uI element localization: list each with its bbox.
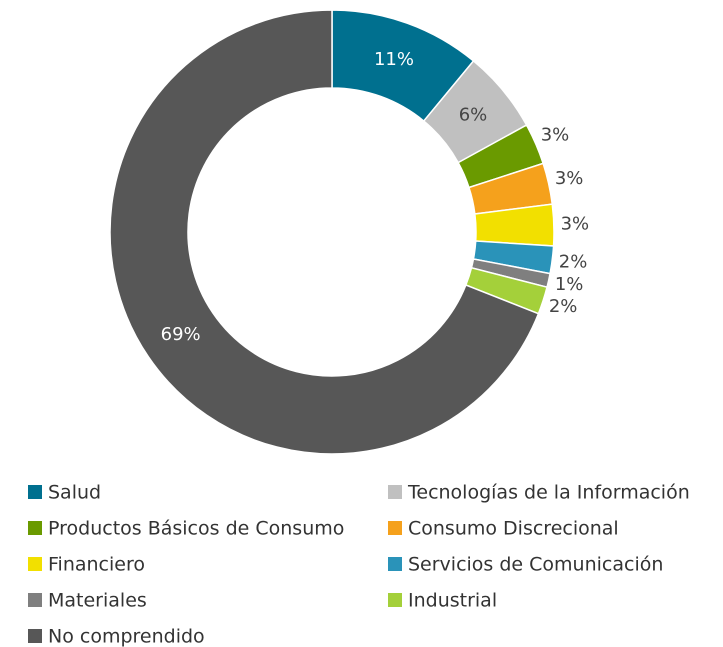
data-label: 2% bbox=[549, 296, 578, 317]
legend-swatch bbox=[28, 557, 42, 571]
data-label: 3% bbox=[541, 124, 570, 145]
data-label: 11% bbox=[374, 49, 414, 70]
legend-swatch bbox=[28, 629, 42, 643]
slice bbox=[109, 9, 540, 455]
data-label: 69% bbox=[161, 324, 201, 345]
legend-label: Productos Básicos de Consumo bbox=[48, 518, 344, 540]
data-label: 2% bbox=[559, 251, 588, 272]
data-label: 3% bbox=[555, 168, 584, 189]
data-label: 6% bbox=[459, 104, 488, 125]
legend-swatch bbox=[388, 485, 402, 499]
legend-swatch bbox=[388, 521, 402, 535]
legend-swatch bbox=[388, 593, 402, 607]
legend-swatch bbox=[28, 521, 42, 535]
legend-label: Servicios de Comunicación bbox=[408, 554, 663, 576]
legend-swatch bbox=[388, 557, 402, 571]
legend-swatch bbox=[28, 485, 42, 499]
data-label: 1% bbox=[555, 274, 584, 295]
legend-label: Materiales bbox=[48, 590, 147, 612]
legend-label: Financiero bbox=[48, 554, 145, 576]
legend-swatch bbox=[28, 593, 42, 607]
legend-label: Tecnologías de la Información bbox=[407, 482, 690, 504]
legend-label: Salud bbox=[48, 482, 101, 504]
legend-label: Consumo Discrecional bbox=[408, 518, 619, 540]
data-label: 3% bbox=[561, 213, 590, 234]
legend-label: Industrial bbox=[408, 590, 497, 612]
legend-label: No comprendido bbox=[48, 626, 205, 647]
